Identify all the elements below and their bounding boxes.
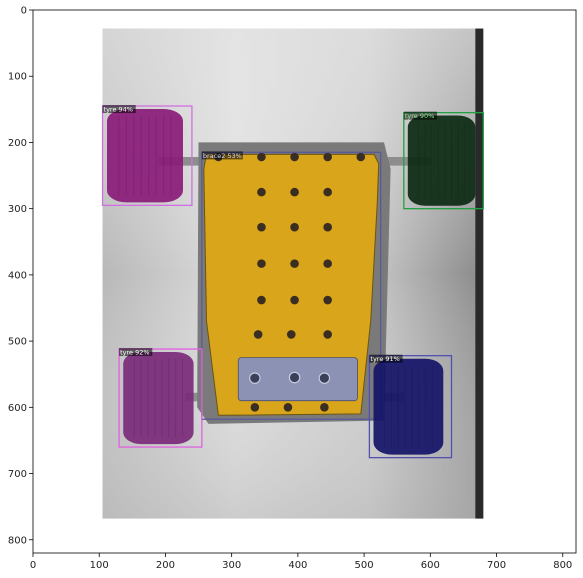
chassis-hole	[323, 295, 332, 305]
chassis-hole	[286, 330, 296, 339]
detection-box	[118, 348, 203, 448]
x-tick-label: 200	[156, 560, 175, 571]
chassis-hole	[290, 259, 299, 268]
x-tick-label: 700	[487, 560, 506, 571]
tyre-mask	[407, 115, 476, 206]
bracket-bolts	[249, 371, 331, 384]
detection-label-bg	[102, 105, 136, 114]
x-axis: 0 100 200 300 400 500 600 700 800	[30, 553, 572, 571]
detection-label: brace2 53%	[203, 152, 242, 160]
chassis-holes	[214, 152, 366, 412]
chassis-hole	[283, 403, 293, 412]
y-tick-label: 100	[8, 72, 27, 83]
tyre-mask	[107, 108, 183, 203]
chassis-hole	[290, 222, 299, 232]
x-tick-label: 0	[30, 560, 36, 571]
detection-label: tyre 94%	[104, 106, 133, 114]
chassis-hole	[323, 330, 332, 339]
chassis-hole	[320, 403, 329, 412]
x-tick-label: 800	[553, 560, 572, 571]
detection-box	[201, 151, 382, 420]
chassis-hole	[257, 259, 266, 268]
detection-box	[368, 355, 453, 459]
chassis-hole	[323, 152, 332, 162]
chassis-plate	[203, 153, 380, 416]
detection-box	[101, 105, 193, 206]
chassis-hole	[257, 152, 266, 162]
chassis-hole	[323, 222, 332, 232]
y-tick-label: 200	[8, 138, 27, 149]
detection-box	[403, 111, 484, 210]
detection-label: tyre 91%	[370, 355, 399, 363]
x-tick-label: 600	[421, 560, 440, 571]
detection-label-bg	[369, 354, 403, 363]
y-tick-label: 500	[8, 337, 27, 348]
y-tick-label: 600	[8, 403, 27, 414]
y-tick-label: 800	[8, 535, 27, 546]
chassis-hole	[290, 187, 299, 197]
detection-label-bg	[119, 348, 153, 357]
detection-tyre: tyre 91%	[368, 354, 453, 459]
detection-label-bg	[201, 151, 243, 160]
chassis-hole	[323, 259, 332, 268]
bracket-bolt	[249, 372, 261, 384]
detection-tyre: tyre 94%	[101, 105, 193, 206]
x-tick-label: 100	[90, 560, 109, 571]
chassis-hole	[250, 403, 260, 412]
detections-layer: tyre 94% tyre 90% brace2 53% tyre 92% tyre 9…	[101, 105, 484, 459]
detection-label: tyre 90%	[405, 112, 434, 120]
y-tick-label: 700	[8, 469, 27, 480]
x-tick-label: 400	[288, 560, 307, 571]
y-axis: 0 100 200 300 400 500 600 700 800	[8, 6, 33, 546]
chassis-hole	[290, 295, 299, 305]
bracket-bolt	[318, 372, 331, 384]
x-tick-label: 300	[222, 560, 241, 571]
chassis-hole	[356, 152, 366, 162]
chassis-hole	[323, 187, 332, 197]
bracket-bolt	[288, 371, 301, 384]
tyre-mask	[123, 351, 194, 445]
y-tick-label: 400	[8, 270, 27, 281]
chassis-hole	[290, 152, 299, 162]
chassis-hole	[257, 295, 266, 305]
x-tick-label: 500	[355, 560, 374, 571]
detection-label-bg	[403, 111, 438, 120]
photo-dark-edge	[475, 28, 484, 519]
y-tick-label: 300	[8, 204, 27, 215]
chassis-hole	[257, 187, 266, 197]
detection-brace: brace2 53%	[201, 151, 382, 420]
detection-tyre: tyre 90%	[403, 111, 484, 210]
detection-tyre: tyre 92%	[118, 348, 203, 448]
chassis-hole	[253, 330, 263, 339]
y-tick-label: 0	[21, 6, 27, 17]
tyre-mask	[373, 358, 444, 455]
detection-label: tyre 92%	[120, 349, 149, 357]
chassis-hole	[257, 222, 266, 232]
